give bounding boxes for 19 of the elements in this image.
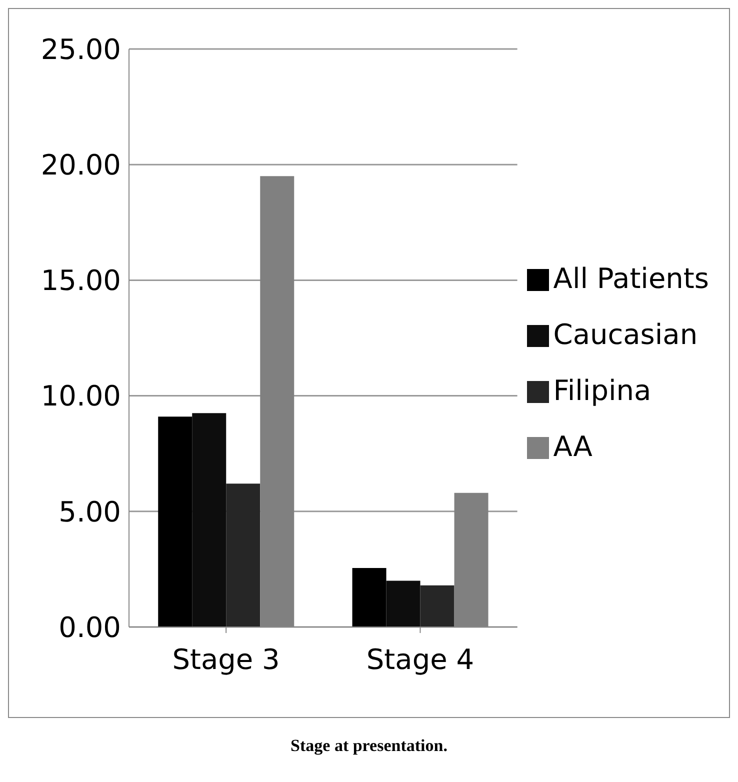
y-tick-label: 20.00 (40, 148, 121, 182)
y-tick-label: 10.00 (40, 380, 121, 413)
bar (352, 568, 386, 627)
y-tick-label: 15.00 (40, 264, 121, 298)
bar (226, 484, 260, 627)
x-tick-label: Stage 3 (172, 642, 280, 676)
x-tick-label: Stage 4 (366, 642, 474, 676)
bar (158, 416, 192, 627)
legend-label: All Patients (553, 262, 709, 295)
legend-label: AA (553, 430, 592, 463)
y-tick-label: 25.00 (40, 32, 121, 66)
text: Stage at presentation. (290, 736, 448, 756)
legend-label: Caucasian (553, 318, 698, 351)
y-tick-label: 0.00 (58, 610, 121, 644)
bar (192, 413, 226, 627)
legend-label: Filipina (553, 374, 652, 407)
bar (386, 580, 420, 627)
y-tick-label: 5.00 (58, 495, 121, 528)
bar (420, 585, 454, 627)
